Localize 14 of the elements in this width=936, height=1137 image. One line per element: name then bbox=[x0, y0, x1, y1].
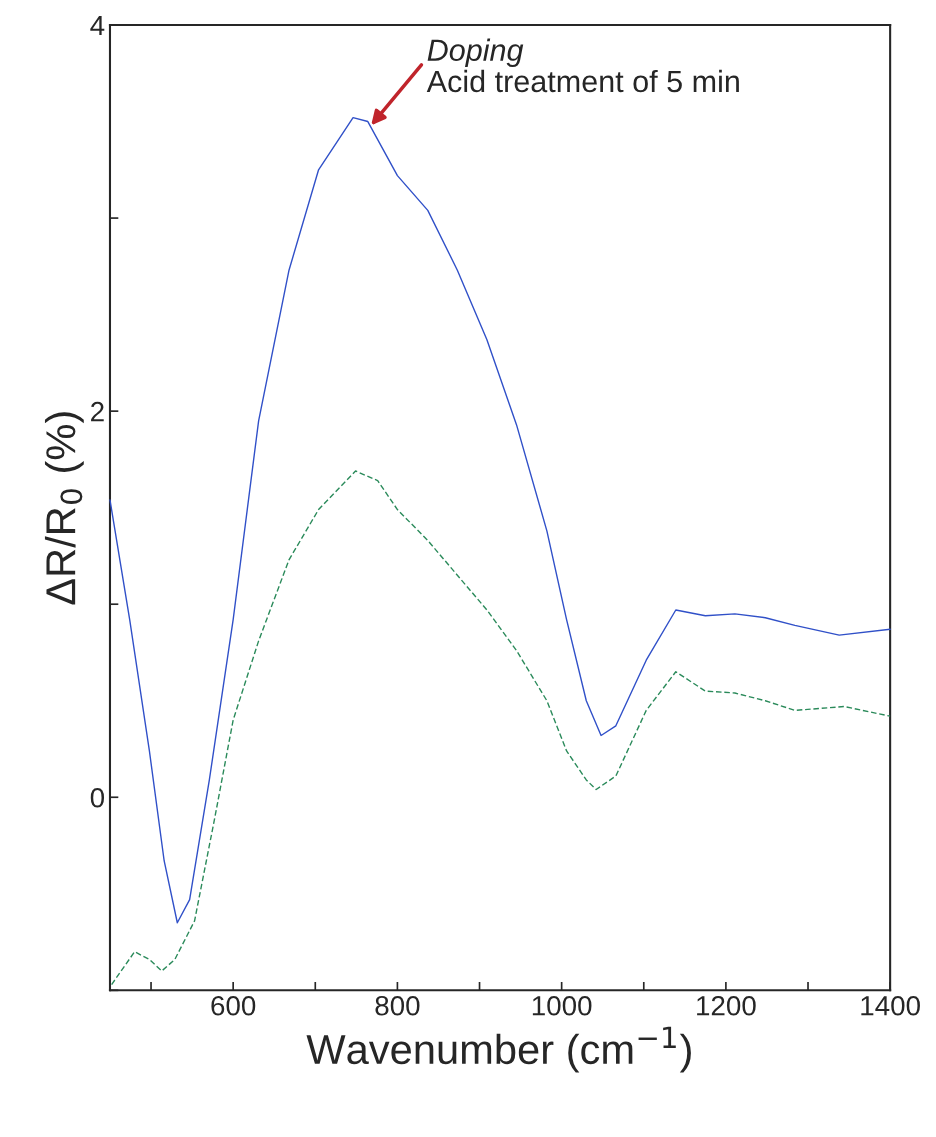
x-tick-label: 600 bbox=[211, 995, 256, 1016]
x-tick-label: 1200 bbox=[697, 995, 756, 1016]
x-axis-title: Wavenumber (cm$^{−1}$) bbox=[306, 1026, 691, 1073]
x-tick-label: 1400 bbox=[861, 995, 920, 1016]
annotation: Doping bbox=[427, 38, 524, 68]
y-tick-label: 0 bbox=[90, 787, 105, 808]
y-tick-label: 4 bbox=[90, 15, 105, 36]
x-tick-label: 800 bbox=[375, 995, 420, 1016]
line-series bbox=[110, 470, 891, 986]
x-tick-label: 1000 bbox=[532, 995, 592, 1016]
y-axis-title: ΔR/R$_{0}$ (%) bbox=[44, 412, 84, 605]
line-series bbox=[109, 116, 891, 924]
annotation: Acid treatment of 5 min bbox=[426, 69, 739, 93]
y-tick-label: 2 bbox=[91, 401, 104, 422]
